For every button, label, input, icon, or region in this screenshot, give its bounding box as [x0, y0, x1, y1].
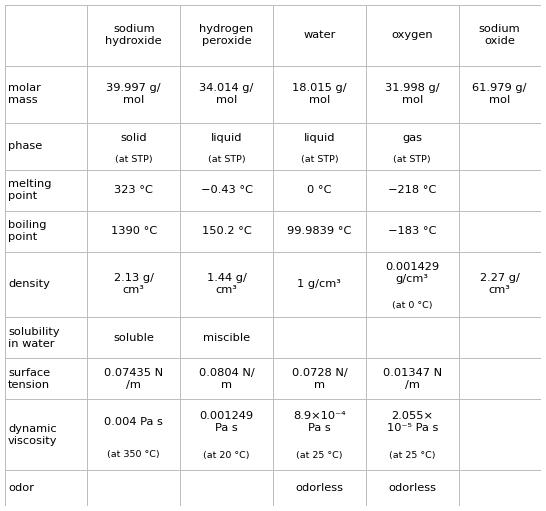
Text: solubility
in water: solubility in water [8, 327, 60, 349]
Text: (at STP): (at STP) [208, 155, 245, 164]
Text: solid: solid [121, 133, 147, 143]
Text: 323 °C: 323 °C [114, 185, 153, 195]
Text: liquid: liquid [211, 133, 242, 143]
Text: 0.0804 N/
m: 0.0804 N/ m [199, 368, 254, 390]
Text: 61.979 g/
mol: 61.979 g/ mol [472, 83, 527, 105]
Text: 34.014 g/
mol: 34.014 g/ mol [199, 83, 254, 105]
Text: (at 0 °C): (at 0 °C) [392, 301, 432, 310]
Text: soluble: soluble [114, 333, 154, 343]
Text: 2.13 g/
cm³: 2.13 g/ cm³ [114, 273, 154, 295]
Text: 39.997 g/
mol: 39.997 g/ mol [106, 83, 161, 105]
Text: melting
point: melting point [8, 179, 52, 201]
Text: density: density [8, 280, 50, 289]
Text: 0.004 Pa s: 0.004 Pa s [104, 417, 163, 427]
Text: odor: odor [8, 483, 34, 493]
Text: oxygen: oxygen [391, 30, 433, 40]
Text: 0.001249
Pa s: 0.001249 Pa s [199, 411, 254, 433]
Text: 2.055×
10⁻⁵ Pa s: 2.055× 10⁻⁵ Pa s [387, 411, 438, 433]
Text: 8.9×10⁻⁴
Pa s: 8.9×10⁻⁴ Pa s [293, 411, 346, 433]
Text: odorless: odorless [388, 483, 436, 493]
Text: 1.44 g/
cm³: 1.44 g/ cm³ [206, 273, 247, 295]
Text: 18.015 g/
mol: 18.015 g/ mol [292, 83, 347, 105]
Text: dynamic
viscosity: dynamic viscosity [8, 424, 58, 446]
Text: (at 25 °C): (at 25 °C) [389, 452, 436, 460]
Text: −0.43 °C: −0.43 °C [200, 185, 253, 195]
Text: 1 g/cm³: 1 g/cm³ [298, 280, 341, 289]
Text: phase: phase [8, 142, 43, 151]
Text: 0.01347 N
/m: 0.01347 N /m [383, 368, 442, 390]
Text: odorless: odorless [295, 483, 343, 493]
Text: boiling
point: boiling point [8, 220, 46, 242]
Text: molar
mass: molar mass [8, 83, 41, 105]
Text: 0 °C: 0 °C [307, 185, 331, 195]
Text: (at 25 °C): (at 25 °C) [296, 452, 343, 460]
Text: surface
tension: surface tension [8, 368, 50, 390]
Text: (at STP): (at STP) [301, 155, 338, 164]
Text: liquid: liquid [304, 133, 335, 143]
Text: miscible: miscible [203, 333, 250, 343]
Text: 2.27 g/
cm³: 2.27 g/ cm³ [479, 273, 520, 295]
Text: 0.001429
g/cm³: 0.001429 g/cm³ [385, 262, 440, 284]
Text: sodium
hydroxide: sodium hydroxide [105, 25, 162, 47]
Text: (at 20 °C): (at 20 °C) [203, 452, 250, 460]
Text: 150.2 °C: 150.2 °C [201, 226, 252, 236]
Text: −183 °C: −183 °C [388, 226, 436, 236]
Text: gas: gas [402, 133, 422, 143]
Text: 0.0728 N/
m: 0.0728 N/ m [292, 368, 347, 390]
Text: 0.07435 N
/m: 0.07435 N /m [104, 368, 163, 390]
Text: hydrogen
peroxide: hydrogen peroxide [199, 25, 254, 47]
Text: −218 °C: −218 °C [388, 185, 436, 195]
Text: water: water [303, 30, 336, 40]
Text: sodium
oxide: sodium oxide [479, 25, 520, 47]
Text: 99.9839 °C: 99.9839 °C [287, 226, 352, 236]
Text: 1390 °C: 1390 °C [111, 226, 157, 236]
Text: (at STP): (at STP) [115, 155, 152, 164]
Text: 31.998 g/
mol: 31.998 g/ mol [385, 83, 440, 105]
Text: (at 350 °C): (at 350 °C) [108, 450, 160, 459]
Text: (at STP): (at STP) [394, 155, 431, 164]
